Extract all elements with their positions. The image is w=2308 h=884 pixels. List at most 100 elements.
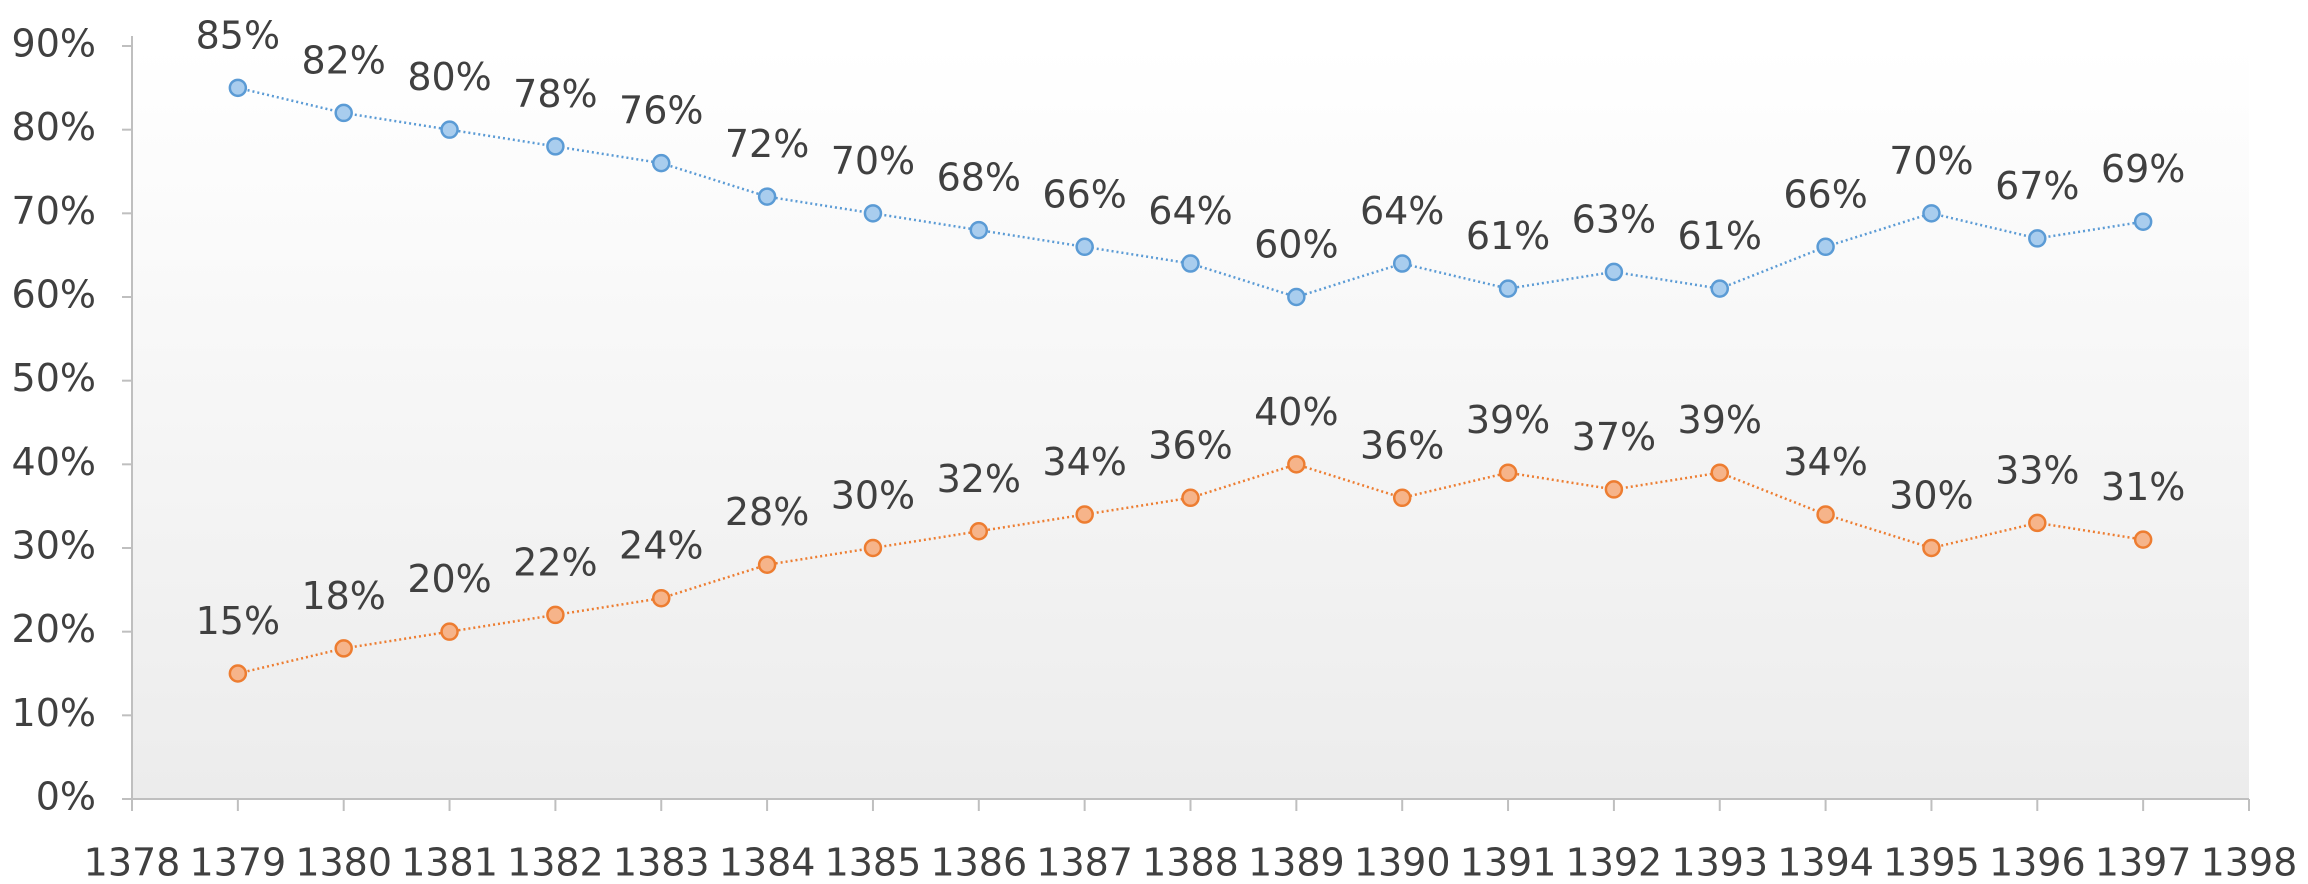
x-tick-label: 1380 (295, 841, 392, 884)
x-tick-label: 1381 (401, 841, 498, 884)
y-tick-label: 80% (12, 105, 96, 149)
data-label: 34% (1783, 440, 1867, 484)
data-label: 82% (301, 38, 385, 82)
x-tick-label: 1393 (1671, 841, 1768, 884)
data-label: 64% (1148, 189, 1232, 233)
marker (2133, 530, 2153, 549)
data-label: 28% (725, 490, 809, 534)
marker (1392, 254, 1412, 273)
marker (2028, 513, 2047, 533)
marker (1075, 505, 1094, 524)
marker (1287, 455, 1306, 474)
marker (1922, 538, 1941, 558)
data-label: 64% (1360, 189, 1444, 233)
marker (334, 103, 353, 123)
y-tick-label: 20% (12, 607, 96, 651)
marker (1710, 279, 1729, 298)
data-label: 63% (1572, 197, 1656, 241)
marker (1604, 480, 1624, 499)
marker (1498, 279, 1518, 298)
marker (863, 538, 883, 558)
y-tick-label: 10% (12, 691, 96, 735)
y-tick-label: 0% (36, 775, 96, 819)
data-label: 78% (513, 72, 597, 116)
data-label: 67% (1995, 164, 2079, 208)
data-label: 36% (1360, 423, 1444, 467)
marker (1075, 237, 1094, 257)
x-tick-label: 1397 (2095, 841, 2192, 884)
marker (1816, 237, 1835, 257)
data-label: 24% (619, 524, 703, 568)
marker (757, 555, 777, 574)
data-label: 15% (196, 599, 280, 643)
x-tick-label: 1394 (1777, 841, 1874, 884)
marker (546, 605, 565, 625)
data-label: 34% (1042, 440, 1126, 484)
marker (1816, 505, 1835, 524)
x-tick-label: 1398 (2201, 841, 2298, 884)
marker (440, 120, 459, 139)
marker (1392, 488, 1412, 508)
data-label: 36% (1148, 423, 1232, 467)
data-label: 32% (937, 457, 1021, 501)
marker (334, 639, 353, 658)
marker (546, 137, 565, 156)
data-label: 70% (1889, 139, 1973, 183)
data-label: 40% (1254, 390, 1338, 434)
x-tick-label: 1383 (613, 841, 710, 884)
marker (1287, 287, 1306, 307)
x-tick-label: 1390 (1354, 841, 1451, 884)
marker (228, 664, 248, 683)
data-label: 72% (725, 122, 809, 166)
data-label: 66% (1783, 172, 1867, 216)
y-tick-label: 90% (12, 22, 96, 66)
data-label: 37% (1572, 415, 1656, 459)
marker (1922, 204, 1941, 223)
marker (969, 220, 989, 240)
y-tick-label: 30% (12, 524, 96, 568)
x-tick-label: 1386 (930, 841, 1027, 884)
data-label: 70% (831, 139, 915, 183)
marker (652, 588, 671, 608)
x-tick-label: 1378 (84, 841, 181, 884)
marker (652, 153, 671, 173)
data-label: 60% (1254, 223, 1338, 267)
x-tick-label: 1392 (1566, 841, 1663, 884)
x-tick-label: 1396 (1989, 841, 2086, 884)
plot-area (132, 46, 2249, 799)
data-label: 61% (1466, 214, 1550, 258)
marker (2028, 229, 2047, 248)
data-label: 20% (407, 557, 491, 601)
y-tick-label: 40% (12, 440, 96, 484)
data-label: 39% (1466, 398, 1550, 442)
marker (1498, 463, 1518, 482)
y-tick-label: 60% (12, 273, 96, 317)
data-label: 30% (1889, 474, 1973, 518)
data-label: 66% (1042, 172, 1126, 216)
data-label: 69% (2101, 147, 2185, 191)
data-label: 80% (407, 55, 491, 99)
data-label: 31% (2101, 465, 2185, 509)
x-tick-label: 1385 (825, 841, 922, 884)
data-label: 39% (1678, 398, 1762, 442)
marker (969, 522, 989, 541)
marker (757, 187, 777, 206)
x-tick-label: 1388 (1142, 841, 1239, 884)
data-label: 76% (619, 89, 703, 133)
marker (440, 622, 459, 641)
marker (228, 78, 248, 98)
x-tick-label: 1387 (1036, 841, 1133, 884)
y-tick-label: 70% (12, 189, 96, 233)
x-tick-label: 1391 (1460, 841, 1557, 884)
data-label: 22% (513, 540, 597, 584)
x-tick-label: 1395 (1883, 841, 1980, 884)
marker (1181, 488, 1200, 508)
data-label: 61% (1678, 214, 1762, 258)
data-label: 33% (1995, 448, 2079, 492)
marker (2133, 212, 2153, 231)
x-tick-label: 1389 (1248, 841, 1345, 884)
data-label: 18% (301, 574, 385, 618)
marker (1710, 463, 1729, 482)
marker (1181, 254, 1200, 273)
marker (1604, 262, 1624, 282)
